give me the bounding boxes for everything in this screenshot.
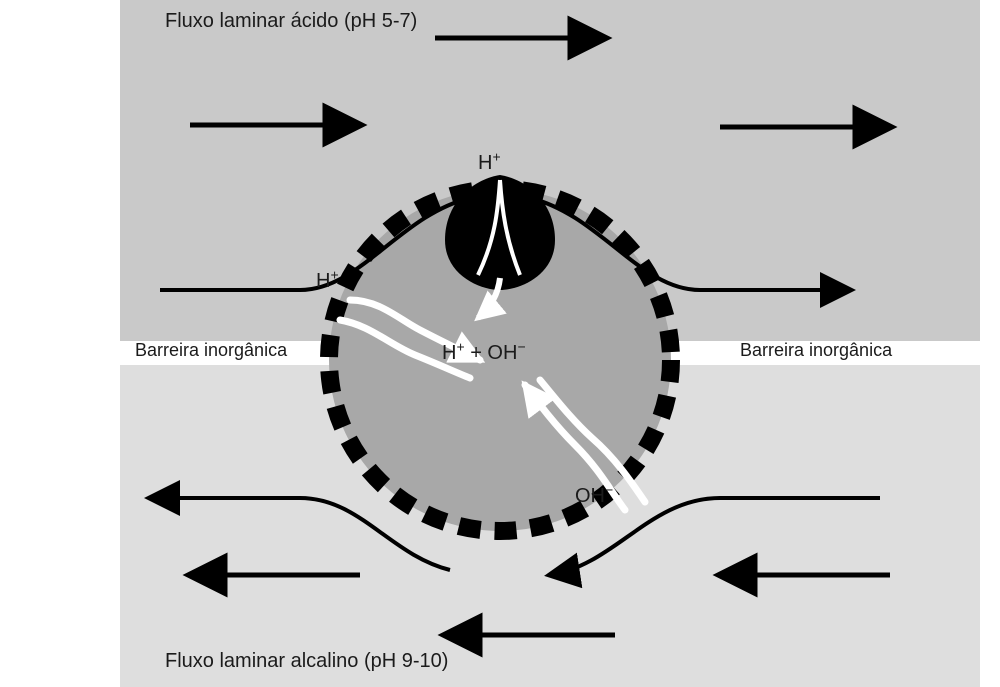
label-bottom-title: Fluxo laminar alcalino (pH 9-10) xyxy=(165,650,448,673)
label-barrier-right: Barreira inorgânica xyxy=(740,340,892,361)
label-h-top: H+ xyxy=(478,152,501,175)
label-center: H+ + OH− xyxy=(442,342,526,365)
label-barrier-left: Barreira inorgânica xyxy=(135,340,287,361)
label-oh: OH− xyxy=(575,485,613,508)
label-h-left: H+ xyxy=(316,270,339,293)
label-top-title: Fluxo laminar ácido (pH 5-7) xyxy=(165,10,417,33)
